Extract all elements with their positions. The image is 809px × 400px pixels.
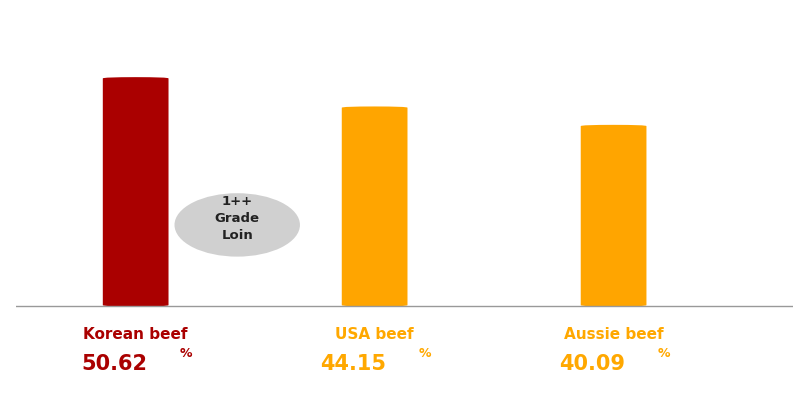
Text: Korean beef: Korean beef — [83, 327, 188, 342]
Text: USA beef: USA beef — [335, 327, 414, 342]
Ellipse shape — [175, 193, 300, 257]
FancyBboxPatch shape — [581, 125, 646, 306]
Text: Aussie beef: Aussie beef — [564, 327, 663, 342]
Text: %: % — [180, 347, 192, 360]
FancyBboxPatch shape — [341, 106, 408, 306]
Text: 40.09: 40.09 — [559, 354, 625, 374]
FancyBboxPatch shape — [103, 77, 168, 306]
Text: %: % — [418, 347, 431, 360]
Text: %: % — [658, 347, 670, 360]
Text: 50.62: 50.62 — [81, 354, 147, 374]
Text: 1++
Grade
Loin: 1++ Grade Loin — [214, 195, 260, 242]
Text: 44.15: 44.15 — [320, 354, 386, 374]
